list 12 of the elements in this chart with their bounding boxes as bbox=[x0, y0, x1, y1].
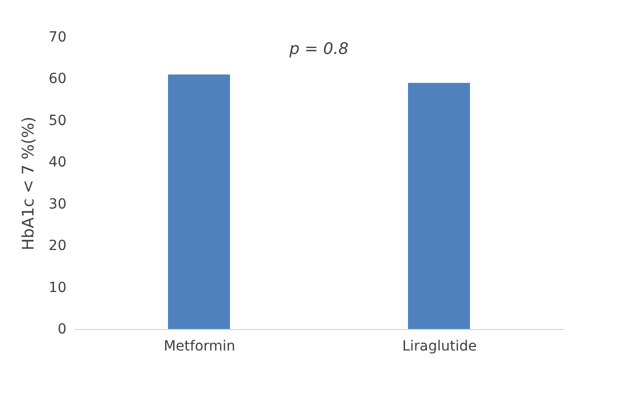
annotation: p = 0.8 bbox=[288, 39, 349, 58]
y-tick-label: 10 bbox=[48, 280, 66, 296]
y-tick-label: 30 bbox=[48, 196, 66, 212]
x-tick-label: Metformin bbox=[164, 338, 236, 354]
y-tick-label: 0 bbox=[58, 322, 66, 338]
y-tick-label: 60 bbox=[48, 71, 66, 88]
y-tick-label: 50 bbox=[48, 112, 66, 129]
y-tick-label: 70 bbox=[48, 30, 66, 46]
y-axis-title: HbA1c < 7 %(%) bbox=[18, 116, 38, 250]
x-tick-label: Liraglutide bbox=[402, 338, 477, 354]
y-tick-label: 40 bbox=[48, 154, 66, 171]
y-tick-label: 20 bbox=[48, 238, 66, 254]
